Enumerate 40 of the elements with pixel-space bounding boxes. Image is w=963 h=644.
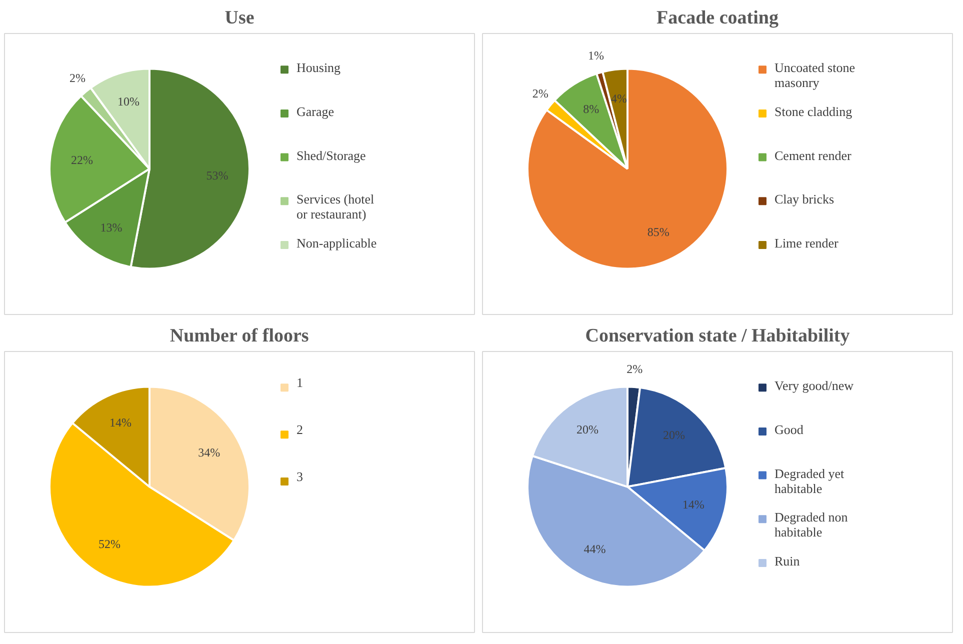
- data-label: 4%: [610, 91, 627, 106]
- data-label: 1%: [588, 48, 604, 62]
- chart-title: Use: [224, 8, 254, 28]
- data-label: 2%: [532, 86, 548, 101]
- legend-label: Degraded yet habitable: [774, 466, 845, 496]
- chart-title: Number of floors: [170, 326, 309, 346]
- legend-label: Good: [774, 422, 804, 438]
- data-label: 53%: [206, 168, 228, 182]
- data-label: 20%: [576, 422, 599, 436]
- data-label: 20%: [663, 428, 686, 442]
- data-label: 13%: [100, 220, 122, 234]
- legend-label: Degraded non habitable: [774, 510, 848, 540]
- legend-label: Lime render: [774, 236, 840, 251]
- legend-label: Very good/new: [774, 378, 854, 394]
- data-label: 34%: [198, 446, 220, 460]
- data-label: 10%: [117, 94, 140, 108]
- legend-label: Ruin: [774, 554, 800, 569]
- legend-label: Clay bricks: [774, 192, 834, 207]
- data-label: 2%: [626, 362, 643, 376]
- data-label: 2%: [69, 70, 86, 85]
- data-label: 44%: [584, 542, 606, 556]
- legend-label: Non-applicable: [296, 236, 377, 251]
- legend-label: Services (hotel or restaurant): [296, 192, 374, 222]
- legend-label: 1: [296, 375, 303, 390]
- data-label: 22%: [71, 152, 94, 167]
- legend-label: Cement render: [774, 148, 852, 163]
- legend-label: 2: [296, 422, 303, 438]
- legend-label: Shed/Storage: [296, 148, 366, 163]
- legend-label: Stone cladding: [774, 104, 853, 120]
- legend-label: Housing: [296, 60, 342, 76]
- legend-label: 3: [296, 469, 303, 484]
- data-label: 85%: [647, 225, 670, 240]
- data-label: 8%: [583, 102, 600, 116]
- chart-title: Facade coating: [656, 8, 779, 28]
- data-label: 14%: [682, 497, 704, 512]
- data-label: 52%: [98, 537, 121, 552]
- legend-label: Garage: [296, 104, 334, 120]
- legend-label: Uncoated stone masonry: [774, 60, 856, 90]
- chart-title: Conservation state / Habitability: [585, 326, 850, 346]
- data-label: 14%: [110, 416, 132, 430]
